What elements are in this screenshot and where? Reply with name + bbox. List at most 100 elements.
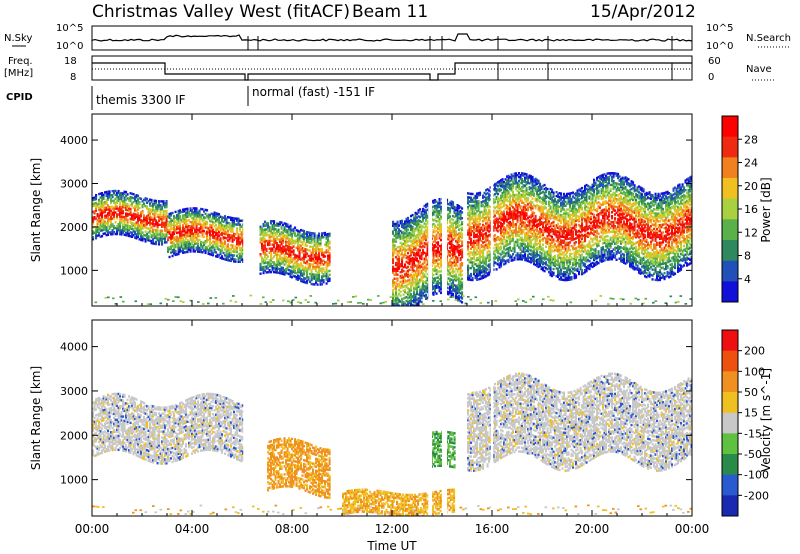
heatmap-cell	[92, 202, 95, 206]
heatmap-cell	[524, 190, 527, 193]
heatmap-cell	[152, 238, 155, 241]
heatmap-cell	[297, 249, 300, 252]
heatmap-cell	[195, 230, 198, 234]
heatmap-cell	[122, 219, 125, 223]
heatmap-cell	[143, 233, 146, 237]
heatmap-cell	[423, 275, 426, 278]
heatmap-cell	[489, 215, 492, 219]
heatmap-cell	[479, 232, 482, 236]
heatmap-cell	[438, 217, 441, 220]
heatmap-cell	[476, 202, 479, 205]
heatmap-cell	[101, 209, 104, 212]
heatmap-cell	[494, 255, 497, 258]
heatmap-cell	[449, 211, 452, 214]
heatmap-cell	[503, 237, 506, 241]
heatmap-cell	[498, 207, 501, 210]
heatmap-cell	[316, 248, 319, 251]
heatmap-cell	[519, 189, 522, 192]
heatmap-cell	[468, 221, 471, 225]
heatmap-cell	[150, 226, 153, 229]
heatmap-cell	[486, 205, 489, 209]
heatmap-cell	[401, 301, 404, 305]
heatmap-cell	[468, 200, 471, 203]
heatmap-cell	[224, 254, 227, 257]
heatmap-cell	[524, 204, 527, 207]
heatmap-cell	[210, 218, 213, 221]
heatmap-cell	[414, 285, 417, 289]
heatmap-cell	[209, 231, 212, 234]
heatmap-cell	[312, 265, 315, 268]
heatmap-cell	[513, 258, 516, 261]
heatmap-cell	[237, 221, 240, 224]
heatmap-cell	[303, 278, 306, 282]
heatmap-cell	[301, 241, 304, 244]
heatmap-cell	[513, 196, 516, 199]
heatmap-cell	[516, 219, 519, 222]
heatmap-cell	[161, 206, 164, 209]
heatmap-cell	[138, 230, 141, 233]
heatmap-cell	[128, 213, 131, 216]
heatmap-cell	[408, 296, 411, 299]
heatmap-cell	[289, 240, 292, 243]
heatmap-cell	[216, 247, 219, 251]
heatmap-cell	[422, 276, 425, 279]
heatmap-cell	[405, 223, 408, 226]
heatmap-cell	[440, 238, 443, 242]
heatmap-cell	[168, 222, 171, 225]
heatmap-cell	[474, 253, 477, 256]
heatmap-cell	[140, 230, 143, 234]
heatmap-cell	[131, 196, 134, 199]
heatmap-cell	[137, 208, 140, 211]
heatmap-cell	[128, 209, 131, 212]
heatmap-cell	[292, 229, 295, 233]
heatmap-cell	[267, 233, 270, 237]
heatmap-cell	[165, 231, 168, 234]
heatmap-cell	[522, 184, 525, 187]
heatmap-cell	[453, 260, 456, 264]
heatmap-cell	[419, 208, 422, 211]
heatmap-cell	[164, 241, 167, 244]
heatmap-cell	[485, 269, 488, 272]
heatmap-cell	[456, 209, 459, 213]
heatmap-cell	[446, 200, 449, 203]
heatmap-cell	[274, 267, 277, 270]
heatmap-cell	[164, 213, 167, 217]
heatmap-cell	[222, 224, 225, 227]
heatmap-cell	[495, 184, 498, 187]
heatmap-cell	[231, 228, 234, 232]
heatmap-cell	[455, 290, 458, 294]
heatmap-cell	[110, 194, 113, 197]
heatmap-cell	[267, 255, 270, 258]
heatmap-cell	[399, 229, 402, 233]
heatmap-cell	[273, 263, 276, 266]
heatmap-cell	[510, 249, 513, 252]
heatmap-cell	[309, 235, 312, 238]
heatmap-cell	[105, 190, 108, 194]
heatmap-cell	[107, 231, 110, 234]
heatmap-cell	[461, 262, 464, 265]
heatmap-cell	[480, 261, 483, 264]
heatmap-cell	[176, 241, 179, 244]
heatmap-cell	[503, 235, 506, 239]
heatmap-cell	[510, 177, 513, 180]
heatmap-cell	[509, 215, 512, 218]
heatmap-cell	[146, 197, 149, 201]
heatmap-cell	[183, 231, 186, 234]
heatmap-cell	[401, 297, 404, 301]
heatmap-cell	[282, 247, 285, 250]
heatmap-cell	[437, 256, 440, 260]
heatmap-cell	[470, 241, 473, 244]
heatmap-cell	[237, 244, 240, 248]
heatmap-cell	[513, 242, 516, 246]
heatmap-cell	[471, 263, 474, 266]
heatmap-cell	[192, 217, 195, 220]
heatmap-cell	[150, 208, 153, 212]
heatmap-cell	[224, 219, 227, 222]
heatmap-cell	[486, 215, 489, 218]
heatmap-cell	[449, 242, 452, 246]
heatmap-cell	[161, 221, 164, 225]
heatmap-cell	[111, 223, 114, 226]
heatmap-cell	[303, 230, 306, 233]
heatmap-cell	[402, 246, 405, 249]
heatmap-cell	[488, 255, 491, 259]
